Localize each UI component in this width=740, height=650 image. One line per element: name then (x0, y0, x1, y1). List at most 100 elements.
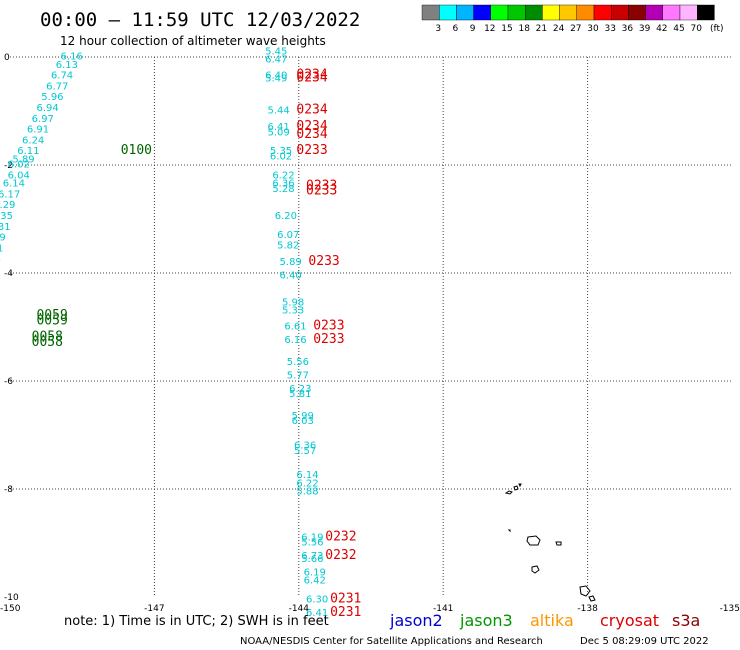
color-scale-label: 3 (435, 24, 441, 34)
chart-subtitle: 12 hour collection of altimeter wave hei… (60, 34, 326, 48)
pass-time-label: 0234 (296, 68, 327, 83)
wave-height-point: 6.74 (51, 71, 73, 82)
color-swatch (679, 4, 698, 21)
y-tick-label: -4 (4, 269, 13, 279)
wave-height-point: 6.14 (3, 179, 25, 190)
wave-height-point: 6.20 (275, 211, 297, 222)
wave-height-point: 6.97 (32, 114, 54, 125)
pass-time-label: 0233 (313, 332, 344, 347)
island-2 (513, 485, 519, 491)
chart-title: 00:00 — 11:59 UTC 12/03/2022 (40, 9, 360, 31)
x-tick-label: -147 (144, 604, 164, 614)
wave-height-point: 5.56 (301, 538, 323, 549)
wave-height-point: 5.35 (270, 146, 292, 157)
wave-height-point: 5.82 (277, 241, 299, 252)
satellite-legend-jason2: jason2 (389, 611, 443, 630)
color-scale-label: 15 (501, 24, 512, 34)
color-swatch (697, 4, 715, 21)
wave-height-point: 6.11 (17, 146, 39, 157)
wave-height-point: 6.77 (46, 81, 68, 92)
wave-height-point: 6.14 (296, 470, 318, 481)
island-3 (518, 483, 522, 488)
pass-time-label: 0059 (36, 313, 67, 328)
footer-note: note: 1) Time is in UTC; 2) SWH is in fe… (64, 614, 329, 629)
wave-height-point: 6.04 (8, 171, 30, 182)
pass-time-label: 0233 (306, 178, 337, 193)
wave-height-point: 6.40 (280, 270, 302, 281)
y-tick-label: -10 (4, 593, 19, 603)
wave-height-point: 6.16 (284, 335, 306, 346)
wave-height-point: 6.91 (27, 125, 49, 136)
wave-height-point: 6.61 (284, 322, 306, 333)
island-outlines (504, 483, 596, 602)
pass-time-label: 0234 (296, 70, 327, 85)
wave-height-point: 6.41 (268, 122, 290, 133)
wave-height-point: 6.31 (0, 222, 11, 233)
x-tick-label: -150 (0, 604, 21, 614)
color-scale-label: 33 (604, 24, 615, 34)
footer-timestamp: Dec 5 08:29:09 UTC 2022 (580, 636, 709, 647)
wave-height-point: 5.49 (265, 73, 287, 84)
wave-height-point: 6.47 (265, 54, 287, 65)
wave-height-point: 5.28 (272, 184, 294, 195)
pass-time-label: 0058 (32, 330, 63, 345)
satellite-legend-s3a: s3a (672, 611, 700, 630)
island-4 (526, 535, 541, 546)
color-scale-label: 18 (518, 24, 530, 34)
wave-height-point: 6.73 (301, 551, 323, 562)
wave-height-point: 6.19 (301, 532, 323, 543)
y-tick-label: -8 (4, 485, 13, 495)
satellite-legend-jason3: jason3 (459, 611, 513, 630)
color-scale-label: 24 (553, 24, 565, 34)
wave-height-point: 5.96 (41, 92, 63, 103)
wave-height-point: 5.89 (12, 154, 34, 165)
color-swatch (645, 4, 663, 21)
pass-time-label: 0233 (313, 319, 344, 334)
x-tick-label: -135 (720, 604, 740, 614)
pass-time-label: 0232 (325, 529, 356, 544)
wave-height-point: 6.17 (0, 189, 20, 200)
color-scale-label: 27 (570, 24, 581, 34)
color-scale-unit: (ft) (710, 24, 724, 34)
color-scale-label: 45 (673, 24, 684, 34)
y-tick-label: -6 (4, 377, 13, 387)
pass-time-label: 0231 (330, 605, 361, 620)
wave-height-point: 6.69 (0, 233, 6, 244)
wave-height-point: 6.19 (304, 567, 326, 578)
wave-height-point: 6.36 (272, 179, 294, 190)
pass-time-label: 0234 (296, 119, 327, 134)
satellite-legend-cryosat: cryosat (600, 611, 659, 630)
wave-height-point: 5.99 (292, 411, 314, 422)
wave-height-point: 6.36 (294, 441, 316, 452)
wave-height-point: 5.88 (296, 486, 318, 497)
color-swatch (628, 4, 646, 21)
wave-height-point: 6.02 (8, 160, 30, 171)
y-tick-label: -2 (4, 161, 13, 171)
pass-time-label: 0059 (36, 308, 67, 323)
wave-height-point: 5.09 (268, 127, 290, 138)
wave-height-point: 5.57 (294, 446, 316, 457)
color-swatch (542, 4, 560, 21)
pass-time-label: 0234 (296, 103, 327, 118)
wave-height-point: 6.94 (36, 103, 58, 114)
island-9 (507, 529, 511, 533)
color-swatch (576, 4, 595, 21)
pass-time-label: 0100 (121, 143, 152, 158)
island-1 (504, 490, 513, 495)
wave-height-point: 5.33 (282, 306, 304, 317)
color-swatch (507, 4, 526, 21)
wave-height-point: 6.35 (0, 211, 13, 222)
island-8 (588, 595, 596, 602)
wave-height-point: 6.61 (0, 243, 3, 254)
wave-height-point: 5.56 (287, 357, 309, 368)
pass-time-label: 0233 (306, 184, 337, 199)
color-swatch (439, 4, 457, 21)
wave-height-point: 6.29 (0, 200, 15, 211)
wave-height-point: 5.44 (268, 106, 290, 117)
wave-height-point: 5.45 (265, 46, 287, 57)
wave-height-point: 6.30 (306, 594, 328, 605)
color-scale-label: 70 (690, 24, 702, 34)
color-scale-bar: 3 6 9 12 15 18 21 24 27 30 33 36 39 42 45 70 (421, 4, 715, 34)
x-tick-label: -141 (433, 604, 453, 614)
